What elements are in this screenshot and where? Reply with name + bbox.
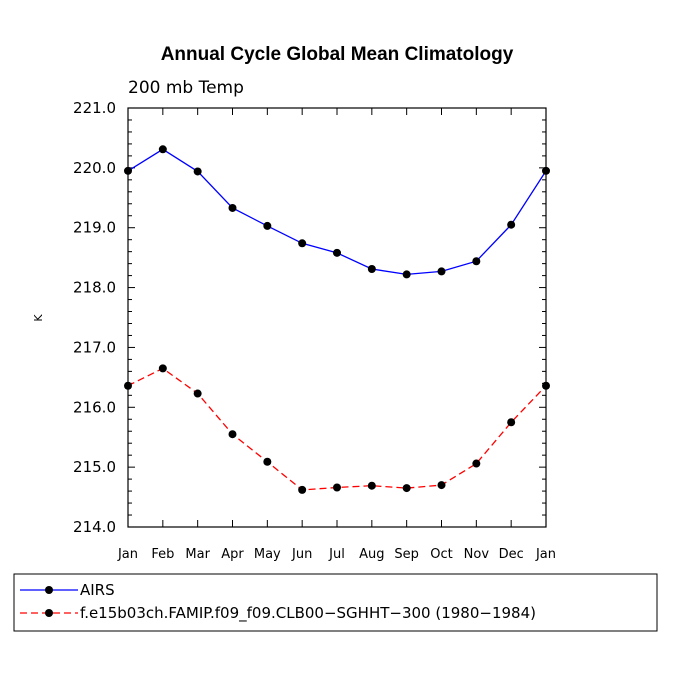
legend-marker-1 xyxy=(45,586,53,594)
series-2-point xyxy=(472,459,481,468)
x-tick-label: Dec xyxy=(499,547,524,562)
y-tick-label: 216.0 xyxy=(73,398,116,416)
y-tick-label: 214.0 xyxy=(73,518,116,536)
chart-title: Annual Cycle Global Mean Climatology xyxy=(161,44,514,65)
x-tick-label: May xyxy=(254,547,281,562)
legend-label-1: AIRS xyxy=(80,581,115,599)
series-2-point xyxy=(228,430,237,439)
legend-box xyxy=(13,573,658,632)
series-line-2 xyxy=(127,367,547,491)
series-1-point xyxy=(402,270,411,279)
series-1-point xyxy=(472,257,481,266)
x-tick-label: Jan xyxy=(535,547,556,562)
series-2-point xyxy=(124,381,132,390)
series-1-point xyxy=(124,166,132,175)
x-tick-label: Sep xyxy=(394,547,419,562)
series-1-point xyxy=(437,267,446,276)
x-tick-label: Apr xyxy=(221,547,244,562)
x-tick-label: Jan xyxy=(117,547,138,562)
series-group xyxy=(124,145,550,494)
series-1-point xyxy=(507,220,516,229)
y-tick-label: 218.0 xyxy=(73,279,116,297)
series-1-point xyxy=(193,167,202,176)
series-2-point xyxy=(158,364,167,373)
series-2-point xyxy=(402,484,411,493)
series-2-point xyxy=(367,481,376,490)
series-1-point xyxy=(367,265,376,274)
x-tick-label: Jul xyxy=(328,547,345,562)
legend: AIRS f.e15b03ch.FAMIP.f09_f09.CLB00−SGHHT… xyxy=(20,581,536,623)
series-2-point xyxy=(263,457,272,466)
series-2-point xyxy=(437,481,446,490)
x-tick-label: Aug xyxy=(359,547,384,562)
axis-ticks xyxy=(127,107,547,528)
series-1-point xyxy=(228,203,237,212)
series-2-point xyxy=(542,381,550,390)
y-tick-label: 215.0 xyxy=(73,458,116,476)
y-axis-label: K xyxy=(32,314,45,322)
x-tick-label: Nov xyxy=(464,547,490,562)
legend-marker-2 xyxy=(45,609,53,617)
chart-subtitle: 200 mb Temp xyxy=(128,78,244,98)
series-1-point xyxy=(263,221,272,230)
x-tick-label: Jun xyxy=(291,547,312,562)
series-1-point xyxy=(333,248,341,257)
plot-frame xyxy=(127,107,547,528)
legend-label-2: f.e15b03ch.FAMIP.f09_f09.CLB00−SGHHT−300… xyxy=(80,604,536,623)
x-tick-labels: Jan Feb Mar Apr May Jun Jul Aug Sep Oct Nov Dec Jan xyxy=(117,547,556,562)
y-tick-label: 217.0 xyxy=(73,338,116,356)
x-tick-label: Mar xyxy=(185,547,210,562)
series-2-point xyxy=(333,483,341,492)
series-1-point xyxy=(298,239,307,248)
y-tick-label: 220.0 xyxy=(73,159,116,177)
series-2-point xyxy=(507,418,516,427)
series-1-point xyxy=(158,145,167,154)
series-2-point xyxy=(193,389,202,398)
x-tick-label: Oct xyxy=(430,547,452,562)
y-tick-label: 219.0 xyxy=(73,219,116,237)
x-tick-label: Feb xyxy=(151,547,174,562)
series-2-point xyxy=(298,485,307,494)
y-tick-label: 221.0 xyxy=(73,99,116,117)
y-tick-labels: 214.0 215.0 216.0 217.0 218.0 219.0 220.0 221.0 xyxy=(73,99,116,536)
series-1-point xyxy=(542,166,550,175)
